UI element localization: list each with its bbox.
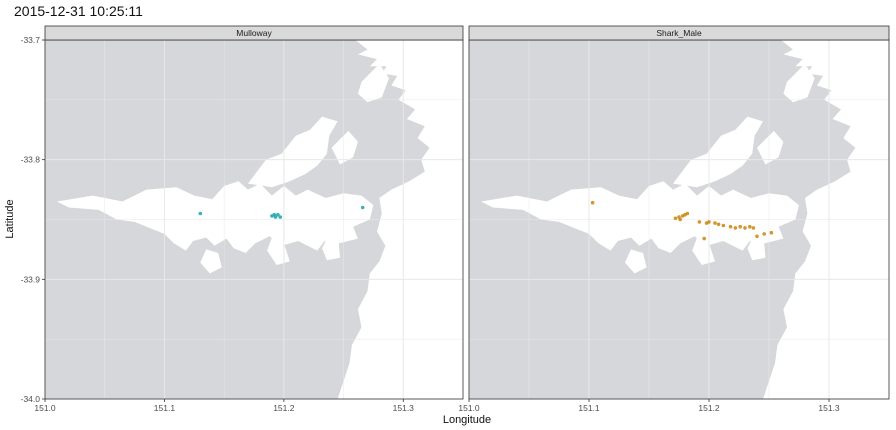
detection-point — [713, 221, 717, 225]
harbour-water-2 — [757, 130, 784, 165]
detection-point — [728, 224, 733, 229]
harbour-water-2 — [331, 130, 358, 165]
detection-point — [272, 212, 277, 217]
y-axis-title: Latitude — [4, 199, 16, 238]
detection-point — [707, 220, 711, 224]
y-tick-label: -33.7 — [21, 35, 41, 45]
detection-point — [360, 205, 365, 210]
detection-point — [721, 223, 726, 228]
x-tick-label: 151.3 — [393, 403, 415, 413]
facet-strip — [44, 25, 464, 41]
detection-point — [697, 220, 702, 224]
y-tick-label: -34.0 — [21, 394, 41, 404]
detection-point — [733, 226, 738, 230]
x-axis-title: Longitude — [443, 414, 491, 426]
detection-point — [738, 224, 742, 229]
harbour-water-0 — [481, 181, 799, 253]
facet-panel-shark_male: Shark_Male 151.0 151.1 151.2 151.3 — [458, 25, 890, 413]
detection-point — [743, 226, 747, 230]
harbour-water-7 — [747, 238, 766, 261]
harbour-water-7 — [322, 238, 340, 261]
harbour-water-0 — [56, 181, 374, 253]
detection-point — [769, 230, 774, 235]
facet-panels: Mulloway 151.0 151.1 151.2 151.3 -34.0 -33.9 -3… — [21, 25, 890, 413]
y-tick-label: -33.8 — [21, 155, 41, 165]
x-tick-label: 151.2 — [698, 403, 720, 413]
facet-strip — [468, 25, 890, 41]
x-tick-label: 151.0 — [458, 403, 480, 413]
detection-point — [755, 234, 759, 239]
detection-point — [685, 211, 690, 216]
x-tick-label: 151.1 — [578, 403, 600, 413]
harbour-water-5 — [625, 249, 647, 274]
detection-point — [678, 217, 682, 222]
detection-point — [673, 216, 678, 221]
harbour-water-3 — [357, 63, 389, 103]
harbour-water-5 — [200, 249, 222, 274]
detection-point — [702, 236, 706, 241]
facet-strip-label: Mulloway — [236, 28, 272, 38]
facet-strip-label: Shark_Male — [656, 28, 702, 38]
detection-point — [198, 211, 203, 216]
plot-title: 2015-12-31 10:25:11 — [14, 3, 143, 19]
detection-point — [762, 232, 766, 236]
y-tick-label: -33.9 — [21, 274, 41, 284]
harbour-water-1 — [673, 116, 763, 188]
x-tick-label: 151.0 — [34, 403, 56, 413]
detection-point — [278, 215, 283, 219]
detection-point — [748, 224, 752, 229]
detection-point — [716, 222, 721, 227]
x-tick-label: 151.1 — [154, 403, 176, 413]
detection-point — [276, 212, 280, 217]
detection-point — [751, 226, 756, 230]
harbour-water-1 — [248, 116, 338, 188]
facet-panel-mulloway: Mulloway 151.0 151.1 151.2 151.3 -34.0 -33.9 -3… — [21, 25, 464, 413]
x-tick-label: 151.2 — [273, 403, 295, 413]
harbour-water-3 — [783, 63, 815, 103]
detection-point — [590, 200, 595, 205]
x-tick-label: 151.3 — [818, 403, 840, 413]
